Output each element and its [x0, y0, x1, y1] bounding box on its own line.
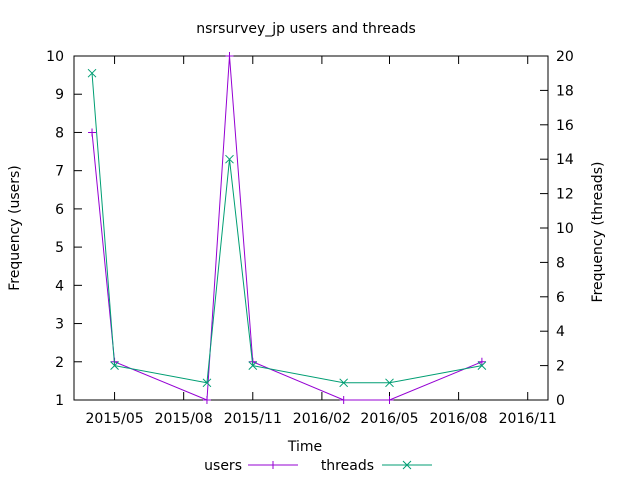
- y2-tick-label: 10: [556, 221, 574, 237]
- y-tick-label: 4: [55, 278, 64, 294]
- legend-label: threads: [321, 458, 374, 474]
- y2-tick-label: 20: [556, 49, 574, 65]
- threads-point: [339, 378, 349, 388]
- legend-marker-threads: [402, 460, 412, 470]
- y2-tick-label: 18: [556, 83, 574, 99]
- threads-point: [202, 378, 212, 388]
- y2-tick-label: 0: [556, 393, 565, 409]
- y-tick-label: 10: [46, 49, 64, 65]
- users-point: [385, 396, 394, 404]
- threads-point: [248, 361, 258, 370]
- y2-axis: 0 2 4 6 8 10 12 14 16 18 20: [540, 49, 574, 409]
- legend: users threads: [204, 458, 432, 474]
- x-tick-label: 2015/05: [85, 411, 143, 427]
- users-point: [202, 396, 211, 404]
- y-tick-label: 7: [55, 164, 64, 180]
- y-tick-label: 1: [55, 393, 64, 409]
- users-point: [225, 52, 234, 60]
- x-tick-label: 2016/02: [293, 411, 351, 427]
- y2-tick-label: 2: [556, 359, 565, 375]
- y2-tick-label: 16: [556, 118, 574, 134]
- threads-point: [477, 361, 487, 370]
- y-tick-label: 2: [55, 355, 64, 371]
- y2-tick-label: 14: [556, 152, 574, 168]
- y2-tick-label: 8: [556, 255, 565, 271]
- x-tick-label: 2016/08: [430, 411, 488, 427]
- legend-marker-users: [269, 461, 277, 469]
- x-axis: 2015/05 2015/08 2015/11 2016/02 2016/05 2016/…: [85, 56, 557, 427]
- users-point: [88, 128, 97, 137]
- y-tick-label: 8: [55, 125, 64, 141]
- chart-title: nsrsurvey_jp users and threads: [196, 21, 416, 37]
- x-tick-label: 2016/11: [499, 411, 557, 427]
- y2-tick-label: 4: [556, 324, 565, 340]
- threads-point: [110, 361, 119, 370]
- y-axis-label: Frequency (users): [7, 165, 23, 291]
- threads-point: [225, 154, 234, 164]
- users-point: [477, 357, 486, 366]
- y-axis: 1 2 3 4 5 6 7 8 9 10: [46, 49, 82, 409]
- x-axis-label: Time: [287, 439, 322, 455]
- series-layer: [87, 52, 487, 404]
- users-point: [339, 396, 348, 404]
- y-tick-label: 9: [55, 87, 64, 103]
- y-tick-label: 6: [55, 202, 64, 218]
- x-tick-label: 2015/08: [155, 411, 213, 427]
- y-tick-label: 5: [55, 240, 64, 256]
- y2-tick-label: 12: [556, 187, 574, 203]
- users-line: [91, 55, 483, 401]
- x-tick-label: 2016/05: [360, 411, 418, 427]
- y2-axis-label: Frequency (threads): [590, 162, 606, 303]
- y-tick-label: 3: [55, 317, 64, 333]
- threads-point: [385, 378, 394, 388]
- threads-point: [87, 68, 97, 78]
- plot-frame: [73, 55, 549, 401]
- legend-label: users: [204, 458, 242, 474]
- x-tick-label: 2015/11: [224, 411, 282, 427]
- y2-tick-label: 6: [556, 290, 565, 306]
- threads-line: [91, 73, 482, 384]
